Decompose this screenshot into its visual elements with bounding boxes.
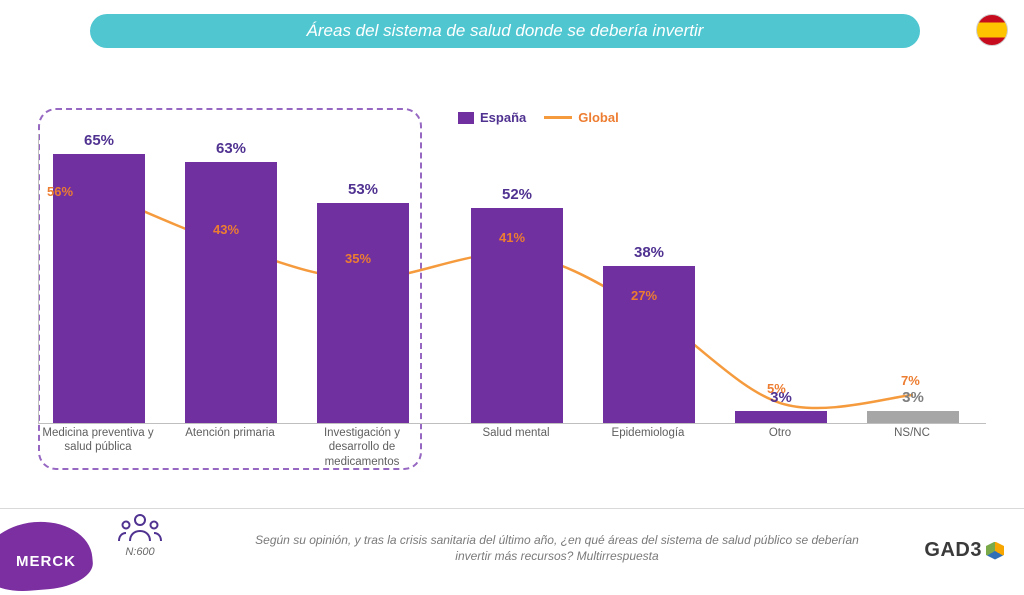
bar-value-label: 3% bbox=[867, 389, 959, 406]
line-value-label: 7% bbox=[901, 373, 920, 388]
legend-bar-swatch bbox=[458, 112, 474, 124]
line-value-label: 35% bbox=[345, 251, 371, 266]
category-label: Atención primaria bbox=[172, 426, 288, 440]
bar-value-label: 63% bbox=[185, 140, 277, 157]
legend: España Global bbox=[458, 110, 619, 125]
bar-value-label: 53% bbox=[317, 181, 409, 198]
legend-espana-label: España bbox=[480, 110, 526, 125]
category-label: Otro bbox=[722, 426, 838, 440]
category-label: Epidemiología bbox=[590, 426, 706, 440]
bar: 53% bbox=[317, 203, 409, 423]
line-value-label: 41% bbox=[499, 230, 525, 245]
gad3-cube-icon bbox=[986, 542, 1004, 560]
legend-global: Global bbox=[544, 110, 618, 125]
category-label: NS/NC bbox=[854, 426, 970, 440]
line-value-label: 56% bbox=[47, 184, 73, 199]
bar: 3% bbox=[867, 411, 959, 423]
merck-logo: MERCK bbox=[16, 553, 76, 570]
sample-size: N:600 bbox=[118, 546, 162, 558]
bar-value-label: 65% bbox=[53, 132, 145, 149]
legend-global-label: Global bbox=[578, 110, 618, 125]
legend-line-swatch bbox=[544, 116, 572, 119]
category-label: Medicina preventiva y salud pública bbox=[40, 426, 156, 455]
bar-value-label: 52% bbox=[471, 186, 563, 203]
gad3-logo: GAD3 bbox=[924, 539, 1004, 562]
bar: 3% bbox=[735, 411, 827, 423]
chart: España Global 65% 63% 53% 52% 38% 3% 3% 56% 43% 3… bbox=[38, 110, 986, 480]
gad3-text: GAD3 bbox=[924, 539, 982, 562]
category-label: Investigación y desarrollo de medicament… bbox=[304, 426, 420, 469]
legend-espana: España bbox=[458, 110, 526, 125]
plot-area: 65% 63% 53% 52% 38% 3% 3% 56% 43% 35% 41% 27% 5% 7% bbox=[38, 134, 986, 424]
people-icon: N:600 bbox=[118, 513, 162, 558]
footer: MERCK N:600 Según su opinión, y tras la … bbox=[0, 508, 1024, 576]
footnote: Según su opinión, y tras la crisis sanit… bbox=[240, 532, 874, 564]
bar: 63% bbox=[185, 162, 277, 423]
spain-flag-icon bbox=[976, 14, 1008, 46]
line-value-label: 27% bbox=[631, 288, 657, 303]
line-value-label: 43% bbox=[213, 222, 239, 237]
category-label: Salud mental bbox=[458, 426, 574, 440]
page-title: Áreas del sistema de salud donde se debe… bbox=[90, 14, 920, 48]
bar-value-label: 38% bbox=[603, 244, 695, 261]
line-value-label: 5% bbox=[767, 381, 786, 396]
